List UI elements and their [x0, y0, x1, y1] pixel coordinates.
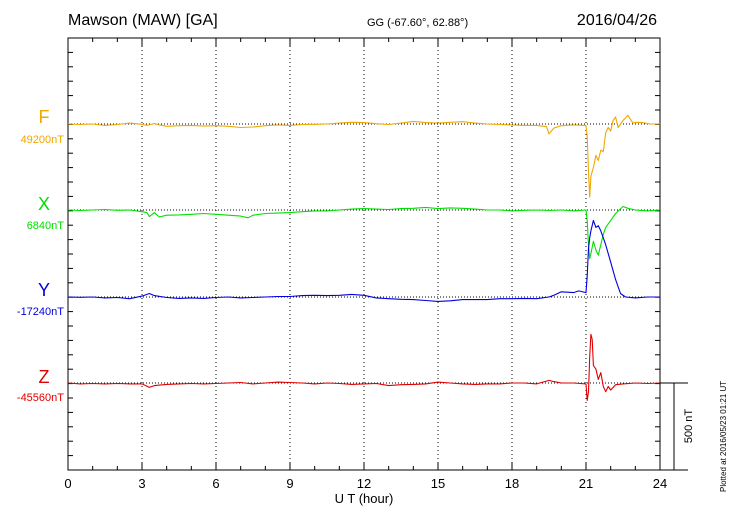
baseline-value-x: 6840nT — [27, 220, 65, 232]
series-labels: F 49200nT X 6840nT Y -17240nT Z -45560nT — [17, 107, 64, 404]
station-coordinates: GG (-67.60°, 62.88°) — [367, 17, 469, 29]
scale-bar-label: 500 nT — [683, 409, 695, 444]
x-tick-label: 9 — [286, 476, 293, 491]
series-line-f — [67, 114, 660, 198]
baseline-value-f: 49200nT — [21, 134, 65, 146]
chart-date: 2016/04/26 — [576, 12, 657, 29]
x-tick-label: 0 — [64, 476, 71, 491]
series-name-x: X — [38, 194, 50, 214]
x-tick-label: 3 — [138, 476, 145, 491]
x-tick-label: 21 — [579, 476, 593, 491]
x-tick-label: 6 — [212, 476, 219, 491]
x-tick-label: 18 — [505, 476, 519, 491]
series-name-f: F — [39, 107, 50, 127]
series-line-y — [67, 219, 660, 302]
plotted-timestamp: Plotted at 2016/05/23 01:21 UT — [719, 380, 728, 492]
baseline-value-y: -17240nT — [17, 306, 64, 318]
baseline-value-z: -45560nT — [17, 392, 64, 404]
series-name-z: Z — [39, 367, 50, 387]
axis-ticks — [67, 37, 661, 471]
x-tick-label: 15 — [431, 476, 445, 491]
series-lines — [67, 114, 661, 401]
x-tick-labels: 0 3 6 9 12 15 18 21 24 — [64, 476, 667, 491]
series-line-z — [67, 333, 661, 401]
series-line-x — [67, 205, 661, 260]
station-title: Mawson (MAW) [GA] — [68, 12, 218, 29]
gridlines — [141, 38, 587, 470]
x-tick-label: 12 — [357, 476, 371, 491]
x-axis-label: U T (hour) — [335, 491, 394, 506]
x-tick-label: 24 — [653, 476, 667, 491]
series-name-y: Y — [38, 280, 50, 300]
scale-bar: 500 nT — [660, 382, 695, 471]
